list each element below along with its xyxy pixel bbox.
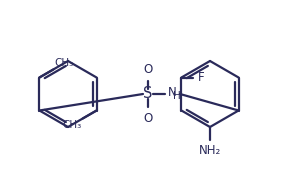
Text: S: S bbox=[143, 87, 153, 101]
Text: O: O bbox=[144, 63, 153, 76]
Text: F: F bbox=[197, 71, 204, 84]
Text: CH₃: CH₃ bbox=[63, 120, 82, 130]
Text: O: O bbox=[144, 112, 153, 125]
Text: N: N bbox=[168, 87, 177, 100]
Text: NH₂: NH₂ bbox=[199, 144, 221, 157]
Text: CH₃: CH₃ bbox=[54, 59, 73, 68]
Text: H: H bbox=[173, 91, 181, 101]
